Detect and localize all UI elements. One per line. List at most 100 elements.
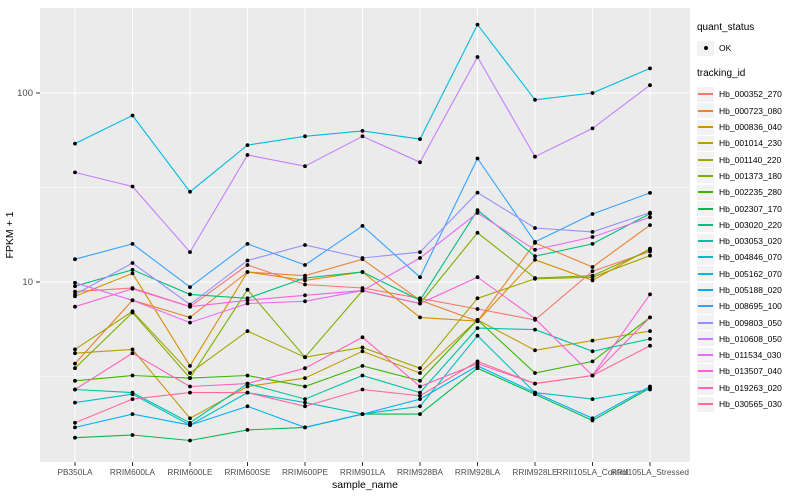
data-point [475,359,480,364]
legend-label: Hb_019263_020 [719,382,782,393]
data-point [245,329,250,333]
data-point [590,235,595,239]
data-point [130,433,135,437]
data-point [303,276,307,280]
legend-key-swatch [697,298,714,314]
data-point [648,210,652,215]
data-point [360,224,365,228]
data-point [188,315,192,320]
data-point [648,215,652,220]
data-point [533,257,537,262]
x-tick-label: PB350LA [57,467,93,477]
x-tick-label: RRIM600PE [282,467,329,477]
data-point [533,226,537,230]
data-point [533,240,537,244]
legend-key-swatch [697,217,714,233]
legend-key-swatch [697,103,714,119]
data-point [245,258,250,263]
x-tick-label: RRII105LA_Stressed [611,467,689,477]
line-symbol-icon [698,158,713,161]
data-point [475,307,480,311]
data-point [188,364,192,368]
legend-key-swatch [697,135,714,151]
data-point [245,373,250,378]
data-point [533,327,537,332]
data-point [418,397,422,401]
data-point [245,153,250,157]
legend-label: Hb_002307_170 [719,203,782,214]
legend-title-quant-status: quant_status [697,22,755,33]
legend-label: Hb_002235_280 [719,187,782,198]
data-point [590,230,595,234]
data-point [188,189,192,194]
data-point [648,337,652,341]
x-tick-label: RRIM928LE [512,467,558,477]
legend-label: Hb_000352_270 [719,89,782,100]
legend-key-swatch [697,119,714,135]
data-point [130,261,135,265]
line-symbol-icon [698,126,713,129]
y-axis-title: FPKM + 1 [4,211,16,258]
data-point [648,292,652,297]
data-point [130,242,135,246]
data-point [590,373,595,378]
line-symbol-icon [698,386,713,389]
legend-entry-Hb_001373_180: Hb_001373_180 [697,168,799,184]
legend-key-swatch [697,315,714,331]
data-point [130,347,135,352]
data-point [590,242,595,246]
data-point [303,263,307,267]
data-point [590,91,595,95]
data-point [188,423,192,427]
data-point [418,390,422,395]
data-point [590,273,595,278]
legend-entry-Hb_004846_070: Hb_004846_070 [697,249,799,265]
line-symbol-icon [698,223,713,226]
x-axis-title: sample_name [332,479,398,491]
data-point [533,381,537,386]
data-point [303,384,307,389]
legend-key-swatch [697,233,714,249]
data-point [360,286,365,290]
data-point [418,256,422,260]
legend-entry-Hb_000352_270: Hb_000352_270 [697,86,799,102]
data-point [590,359,595,364]
data-point [188,285,192,289]
data-point [245,143,250,148]
data-point [360,134,365,139]
data-point [188,292,192,297]
data-point [245,263,250,267]
data-point [303,282,307,287]
data-point [303,355,307,360]
legend-entries: Hb_000352_270 Hb_000723_080 Hb_000836_040 H… [697,86,799,412]
data-point [533,371,537,375]
legend-label: Hb_000723_080 [719,105,782,116]
line-symbol-icon [698,272,713,275]
data-point [303,164,307,169]
data-point [475,230,480,235]
data-point [130,184,135,189]
data-point [590,278,595,283]
data-point [533,154,537,159]
data-point [590,338,595,343]
legend-entry-Hb_009803_050: Hb_009803_050 [697,314,799,331]
data-point [303,376,307,380]
data-point [648,384,652,389]
data-point [360,335,365,340]
data-point [475,208,480,213]
legend-entry-Hb_011534_030: Hb_011534_030 [697,347,799,363]
data-point [648,83,652,88]
legend-key-swatch [697,168,714,184]
legend-key-swatch [697,86,714,102]
data-point [73,366,77,371]
legend-entry-Hb_001014_230: Hb_001014_230 [697,135,799,151]
data-point [130,286,135,291]
data-point [73,347,77,352]
data-point [590,265,595,269]
line-symbol-icon [698,305,713,308]
data-point [648,223,652,228]
data-point [418,404,422,409]
data-point [648,253,652,258]
legend-label: Hb_008695_100 [719,301,782,312]
